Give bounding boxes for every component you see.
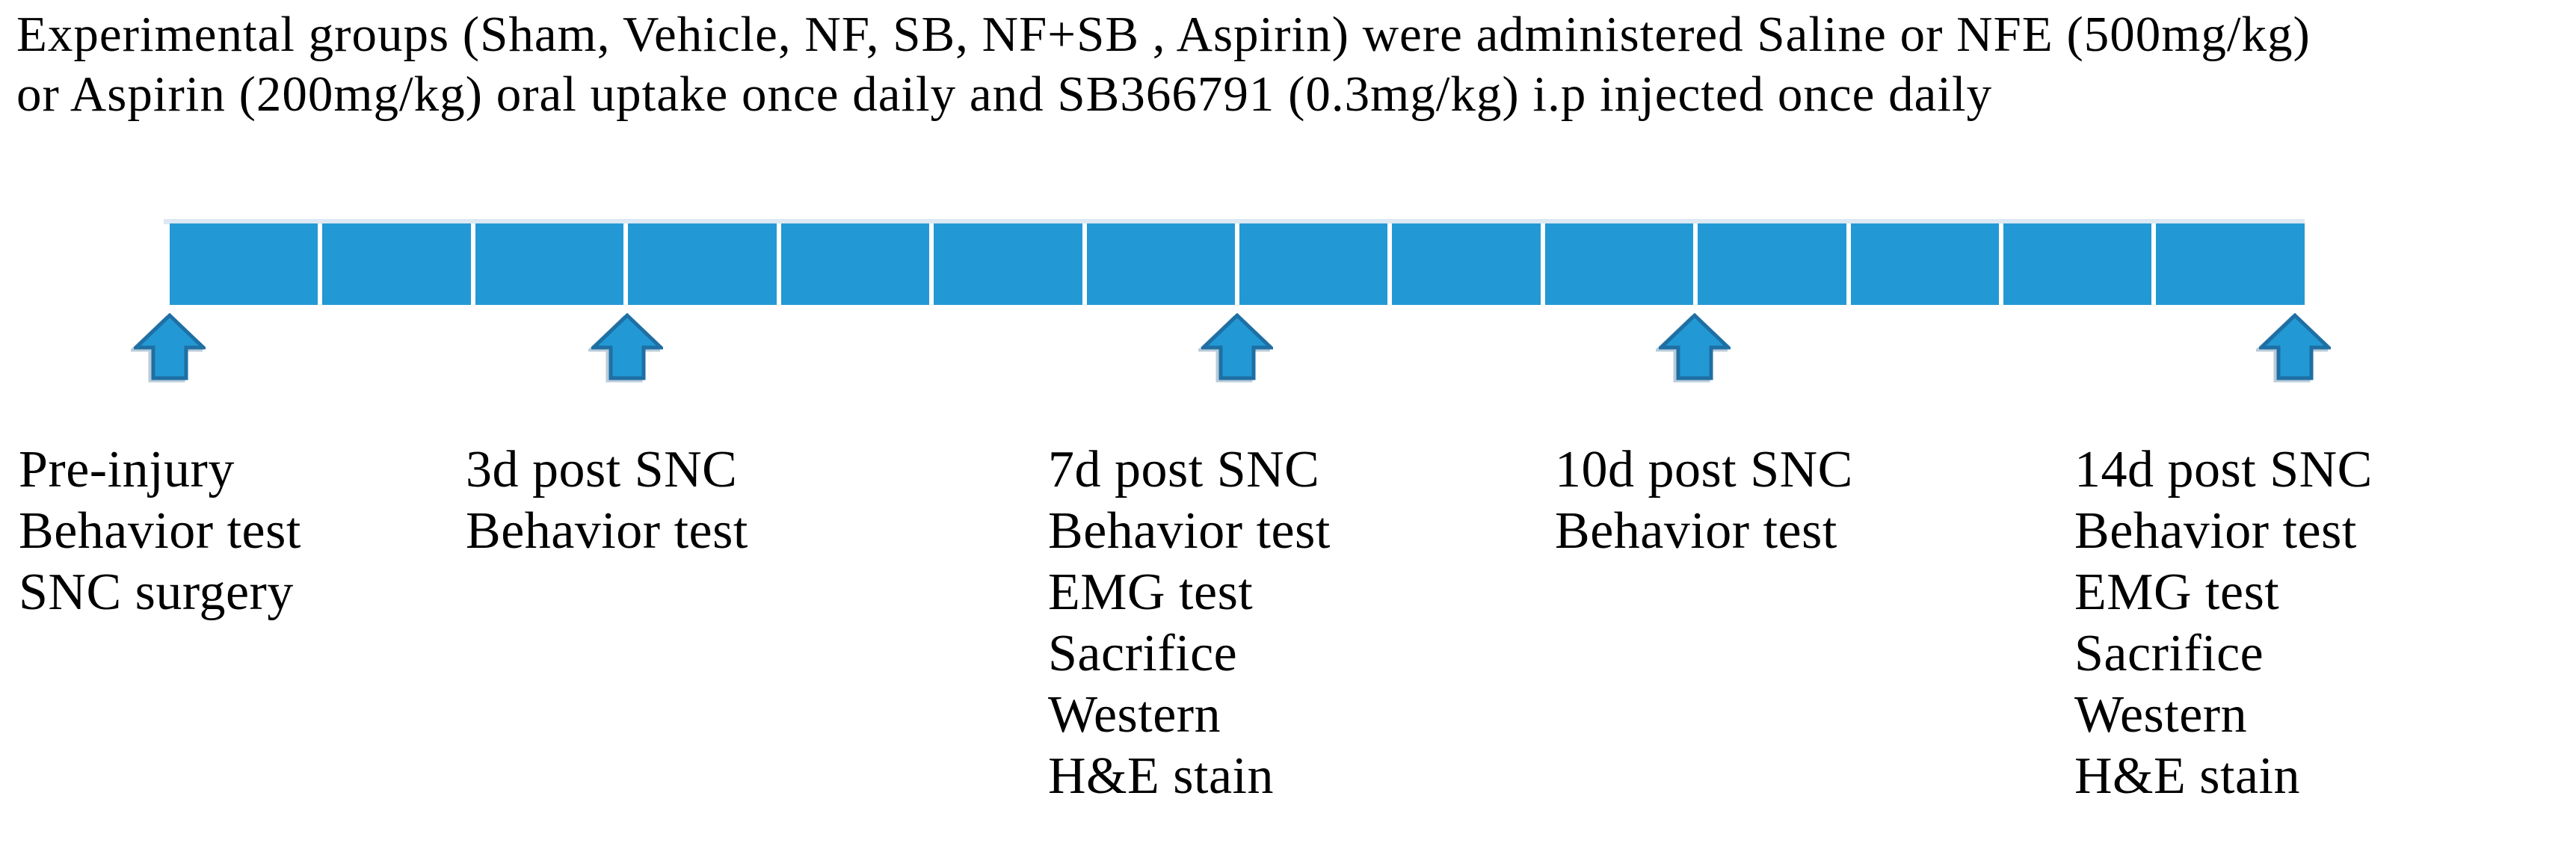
timeline-day-segment: [2156, 223, 2305, 305]
event-line: EMG test: [1048, 564, 1254, 621]
event-line: Behavior test: [19, 502, 301, 560]
event-line: Behavior test: [1048, 502, 1331, 560]
up-arrow-icon: [1201, 313, 1273, 380]
event-line: EMG test: [2074, 564, 2280, 621]
event-line: H&E stain: [2074, 747, 2300, 805]
event-line: Behavior test: [2074, 502, 2357, 560]
event-labels-day-7: 7d post SNC Behavior test EMG test Sacri…: [1048, 439, 1331, 807]
event-labels-day-14: 14d post SNC Behavior test EMG test Sacr…: [2074, 439, 2373, 807]
timeline-day-segment: [1392, 223, 1541, 305]
event-line: 10d post SNC: [1555, 441, 1853, 498]
timeline-day-segment: [170, 223, 318, 305]
timeline-bar-top-highlight: [164, 219, 2305, 224]
event-line: Sacrifice: [1048, 625, 1238, 682]
arrow-day-14: [2259, 313, 2331, 380]
timeline-day-segment: [780, 223, 930, 305]
arrow-day-3: [591, 313, 663, 380]
event-line: 14d post SNC: [2074, 441, 2373, 498]
event-line: Behavior test: [466, 502, 748, 560]
timeline-day-segment: [322, 223, 471, 305]
event-line: Behavior test: [1555, 502, 1837, 560]
event-line: 3d post SNC: [466, 441, 738, 498]
timeline-day-segment: [1850, 223, 2000, 305]
up-arrow-icon: [1659, 313, 1731, 380]
event-labels-day-3: 3d post SNC Behavior test: [466, 439, 748, 562]
figure-caption: Experimental groups (Sham, Vehicle, NF, …: [16, 4, 2311, 124]
timeline-day-segment: [1544, 223, 1694, 305]
timeline-day-segment: [628, 223, 777, 305]
caption-line-1: Experimental groups (Sham, Vehicle, NF, …: [16, 7, 2311, 62]
event-line: Western: [1048, 686, 1221, 744]
event-line: H&E stain: [1048, 747, 1274, 805]
event-line: Western: [2074, 686, 2248, 744]
timeline-day-segment: [1239, 223, 1388, 305]
up-arrow-icon: [134, 313, 206, 380]
timeline-day-segment: [475, 223, 624, 305]
arrow-day-0: [134, 313, 206, 380]
timeline-day-segment: [2003, 223, 2152, 305]
up-arrow-icon: [2259, 313, 2331, 380]
timeline-day-segment: [934, 223, 1082, 305]
up-arrow-icon: [591, 313, 663, 380]
event-labels-day-0: Pre-injury Behavior test SNC surgery: [19, 439, 301, 623]
timeline-bar: [170, 223, 2305, 305]
event-line: Pre-injury: [19, 441, 235, 498]
timeline-day-segment: [1086, 223, 1235, 305]
timeline-day-segment: [1698, 223, 1846, 305]
event-line: Sacrifice: [2074, 625, 2264, 682]
arrow-day-7: [1201, 313, 1273, 380]
event-line: SNC surgery: [19, 564, 294, 621]
event-labels-day-10: 10d post SNC Behavior test: [1555, 439, 1853, 562]
caption-line-2: or Aspirin (200mg/kg) oral uptake once d…: [16, 67, 1993, 122]
event-line: 7d post SNC: [1048, 441, 1320, 498]
arrow-day-10: [1659, 313, 1731, 380]
